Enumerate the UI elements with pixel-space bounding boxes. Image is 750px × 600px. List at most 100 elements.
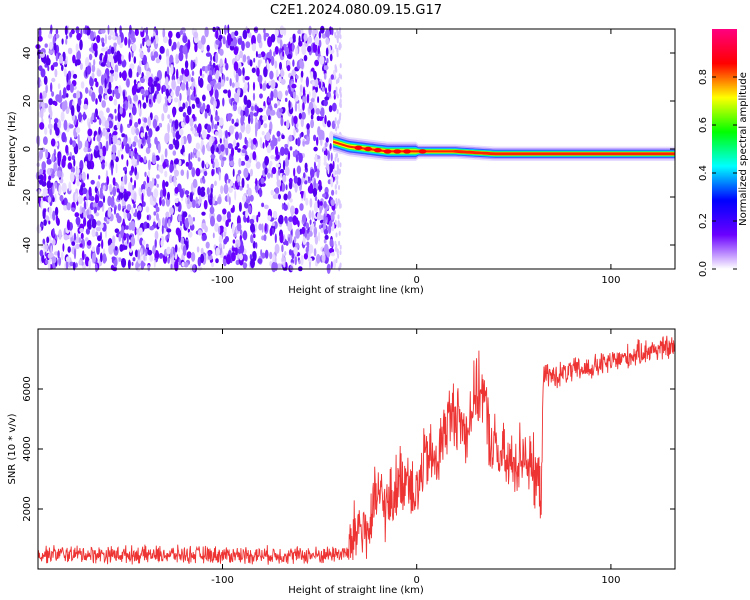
- noise-speck: [51, 91, 55, 97]
- noise-speck: [47, 33, 53, 39]
- noise-speck: [113, 42, 117, 47]
- noise-speck: [260, 177, 265, 185]
- noise-speck: [70, 230, 73, 238]
- noise-speck: [264, 249, 269, 259]
- noise-speck: [215, 39, 220, 45]
- noise-speck: [215, 160, 220, 168]
- noise-speck: [192, 217, 195, 222]
- noise-speck: [266, 59, 269, 70]
- noise-speck: [108, 81, 112, 91]
- noise-speck: [67, 162, 73, 170]
- noise-speck: [44, 43, 48, 48]
- noise-speck: [201, 211, 206, 216]
- noise-speck: [270, 33, 276, 43]
- noise-speck: [153, 211, 157, 216]
- noise-speck: [85, 237, 89, 242]
- noise-speck: [172, 131, 176, 138]
- noise-speck: [210, 144, 215, 154]
- noise-speck: [271, 261, 277, 273]
- noise-speck: [196, 246, 200, 253]
- noise-speck: [139, 227, 143, 236]
- noise-speck: [191, 167, 196, 178]
- noise-speck: [176, 68, 179, 80]
- noise-speck: [174, 244, 178, 253]
- noise-speck: [132, 141, 137, 148]
- noise-speck: [326, 163, 330, 171]
- noise-speck: [123, 192, 129, 202]
- noise-speck: [273, 88, 278, 99]
- noise-speck: [231, 31, 235, 39]
- noise-speck: [40, 199, 43, 210]
- noise-speck: [210, 80, 215, 86]
- noise-speck: [324, 87, 328, 95]
- noise-speck: [339, 168, 342, 174]
- noise-speck: [293, 127, 296, 138]
- noise-speck: [306, 133, 311, 144]
- ridge-blob: [402, 149, 411, 154]
- noise-speck: [299, 203, 304, 211]
- noise-speck: [172, 150, 177, 156]
- noise-speck: [296, 137, 301, 147]
- noise-speck: [244, 201, 249, 209]
- noise-speck: [186, 169, 189, 180]
- noise-speck: [153, 188, 159, 199]
- noise-speck: [244, 82, 248, 91]
- noise-speck: [323, 243, 329, 255]
- noise-speck: [267, 215, 272, 221]
- noise-speck: [90, 30, 94, 42]
- noise-speck: [156, 213, 159, 221]
- noise-speck: [120, 123, 123, 134]
- noise-speck: [242, 230, 248, 241]
- noise-speck: [204, 65, 208, 74]
- noise-speck: [63, 234, 69, 241]
- noise-speck: [243, 95, 248, 105]
- noise-speck: [279, 108, 283, 113]
- noise-speck: [169, 163, 174, 173]
- noise-speck: [262, 83, 267, 91]
- noise-speck: [147, 46, 151, 53]
- noise-speck: [61, 38, 64, 45]
- noise-speck: [134, 208, 138, 215]
- noise-speck: [197, 157, 201, 162]
- noise-speck: [335, 232, 338, 238]
- noise-speck: [73, 248, 77, 260]
- noise-speck: [69, 83, 74, 93]
- noise-speck: [167, 232, 170, 239]
- noise-speck: [210, 183, 214, 189]
- noise-speck: [217, 196, 222, 205]
- noise-speck: [113, 206, 117, 215]
- noise-speck: [140, 262, 146, 267]
- noise-speck: [273, 51, 276, 57]
- noise-speck: [109, 69, 115, 74]
- noise-speck: [162, 217, 165, 227]
- noise-speck: [328, 105, 333, 113]
- noise-speck: [146, 125, 150, 131]
- noise-speck: [320, 25, 325, 34]
- noise-speck: [73, 232, 77, 241]
- noise-speck: [44, 244, 49, 250]
- colorbar-tick-label: 0.0: [698, 261, 709, 277]
- noise-speck: [322, 193, 327, 198]
- noise-speck: [148, 128, 153, 138]
- noise-speck: [259, 137, 263, 148]
- noise-speck: [250, 223, 255, 233]
- noise-speck: [47, 123, 53, 130]
- noise-speck: [173, 138, 176, 146]
- noise-speck: [54, 206, 59, 216]
- noise-speck: [280, 78, 286, 85]
- noise-speck: [248, 114, 251, 125]
- noise-speck: [274, 60, 278, 69]
- noise-speck: [313, 70, 317, 80]
- noise-speck: [220, 66, 223, 75]
- noise-speck: [79, 159, 84, 171]
- noise-speck: [308, 25, 312, 36]
- noise-speck: [179, 220, 183, 227]
- noise-speck: [104, 94, 108, 101]
- noise-speck: [50, 82, 53, 93]
- noise-speck: [133, 56, 137, 64]
- noise-speck: [157, 143, 161, 154]
- noise-speck: [236, 54, 239, 60]
- noise-speck: [98, 110, 104, 119]
- noise-speck: [55, 28, 59, 35]
- noise-speck: [202, 234, 208, 241]
